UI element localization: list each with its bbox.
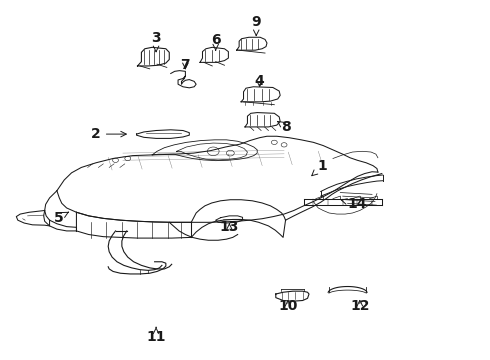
Text: 11: 11 bbox=[147, 327, 166, 344]
Text: 7: 7 bbox=[181, 58, 190, 72]
Text: 5: 5 bbox=[53, 211, 69, 225]
Text: 9: 9 bbox=[251, 15, 261, 36]
Text: 4: 4 bbox=[255, 75, 265, 89]
Text: 1: 1 bbox=[312, 159, 327, 176]
Text: 13: 13 bbox=[220, 220, 239, 234]
Text: 3: 3 bbox=[151, 31, 161, 51]
Text: 8: 8 bbox=[277, 120, 291, 134]
Text: 2: 2 bbox=[91, 127, 126, 141]
Text: 10: 10 bbox=[278, 299, 298, 313]
Text: 6: 6 bbox=[211, 33, 220, 50]
Text: 14: 14 bbox=[342, 197, 367, 211]
Text: 12: 12 bbox=[350, 299, 369, 313]
